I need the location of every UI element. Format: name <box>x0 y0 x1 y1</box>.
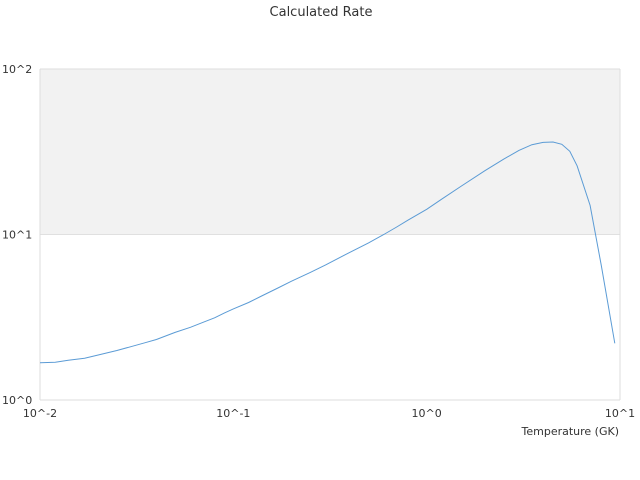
x-axis: 10^-2 10^-1 10^0 10^1 <box>23 407 635 420</box>
x-tick-label: 10^0 <box>412 407 442 420</box>
x-tick-label: 10^-1 <box>216 407 250 420</box>
series-line-0 <box>39 141 616 364</box>
y-axis: 10^0 10^1 10^2 <box>2 63 32 407</box>
x-axis-label: Temperature (GK) <box>521 425 620 438</box>
plot-area <box>39 68 621 401</box>
x-tick-label: 10^-2 <box>23 407 57 420</box>
y-tick-label: 10^2 <box>2 63 32 76</box>
upper-decade-band <box>40 69 620 235</box>
x-tick-label: 10^1 <box>605 407 635 420</box>
y-tick-label: 10^1 <box>2 229 32 242</box>
y-tick-label: 10^0 <box>2 394 32 407</box>
chart-title: Calculated Rate <box>270 5 373 20</box>
